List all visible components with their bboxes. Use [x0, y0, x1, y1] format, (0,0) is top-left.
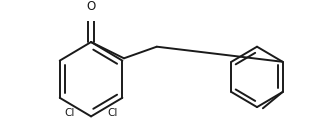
Text: Cl: Cl: [107, 108, 118, 118]
Text: O: O: [86, 0, 96, 13]
Text: Cl: Cl: [64, 108, 75, 118]
